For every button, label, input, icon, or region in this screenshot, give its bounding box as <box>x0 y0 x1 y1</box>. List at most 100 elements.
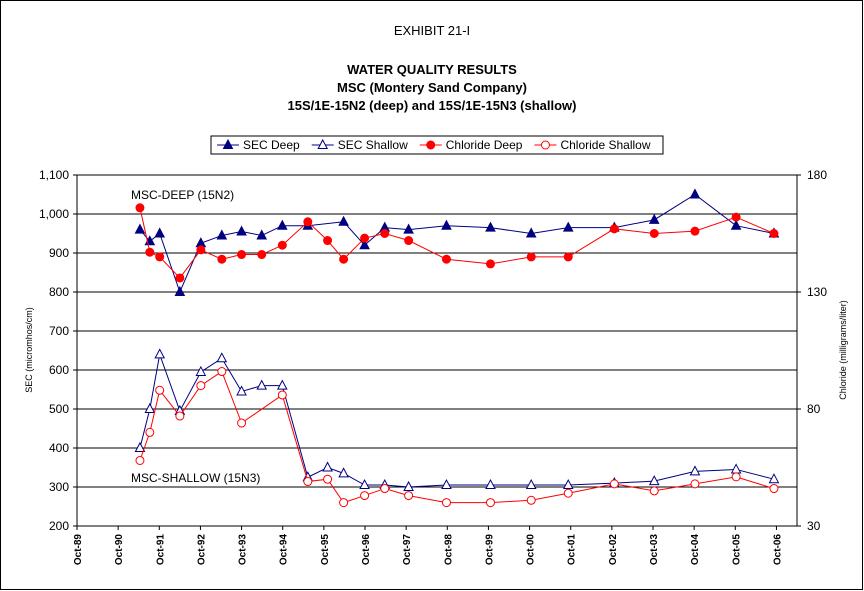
point <box>690 226 700 236</box>
x-tick-label: Oct-92 <box>196 534 207 566</box>
point <box>196 381 206 391</box>
y-axis-label: SEC (micromhos/cm) <box>24 307 34 393</box>
point <box>303 217 313 227</box>
x-tick-label: Oct-03 <box>649 534 660 566</box>
y-tick-label: 800 <box>49 285 69 299</box>
point <box>403 223 414 234</box>
point <box>360 233 370 243</box>
point <box>145 247 155 257</box>
point <box>380 484 390 494</box>
point <box>485 259 495 269</box>
point <box>485 478 496 490</box>
point <box>277 390 287 400</box>
point <box>359 239 370 250</box>
y2-axis-label: Chloride (milligrams/liter) <box>838 300 848 400</box>
x-tick-label: Oct-00 <box>526 534 537 566</box>
point <box>175 273 185 283</box>
point <box>689 465 701 476</box>
legend-label: SEC Shallow <box>338 138 408 152</box>
point <box>731 472 741 482</box>
x-tick-label: Oct-94 <box>279 534 290 566</box>
point <box>276 219 288 230</box>
y-tick-label: 600 <box>49 363 69 377</box>
point <box>609 479 619 489</box>
y2-tick-label: 180 <box>807 168 827 182</box>
point <box>195 365 207 376</box>
y2-tick-label: 130 <box>807 285 827 299</box>
y-tick-label: 400 <box>49 441 69 455</box>
point <box>145 427 155 437</box>
chart-title: EXHIBIT 21-I <box>394 23 470 38</box>
point <box>144 402 156 413</box>
plot-frame <box>76 174 798 527</box>
legend-marker <box>317 138 329 149</box>
series-line <box>139 352 775 488</box>
x-tick-label: Oct-04 <box>690 534 701 566</box>
point <box>359 478 370 490</box>
x-tick-label: Oct-98 <box>443 534 454 566</box>
legend-label: Chloride Shallow <box>560 138 650 152</box>
point <box>441 254 451 264</box>
point <box>609 224 619 234</box>
point <box>485 221 496 232</box>
x-tick-label: Oct-93 <box>238 534 249 566</box>
x-tick-label: Oct-05 <box>731 534 742 566</box>
point <box>134 223 146 234</box>
point <box>768 473 780 484</box>
point <box>731 212 741 222</box>
point <box>648 475 660 486</box>
x-tick-label: Oct-97 <box>402 534 413 566</box>
point <box>338 467 349 478</box>
point <box>526 495 536 505</box>
point <box>689 188 701 199</box>
y-tick-label: 300 <box>49 480 69 494</box>
y-tick-label: 1,000 <box>39 207 69 221</box>
point <box>256 379 268 390</box>
y2-tick-label: 30 <box>807 519 821 533</box>
point <box>154 227 166 238</box>
point <box>404 236 414 246</box>
point <box>175 411 185 421</box>
x-tick-label: Oct-01 <box>567 534 578 566</box>
point <box>257 250 267 260</box>
point <box>277 240 287 250</box>
point <box>360 491 370 501</box>
x-tick-label: Oct-99 <box>484 534 495 566</box>
point <box>769 484 779 494</box>
point <box>134 441 146 452</box>
legend-marker <box>222 138 234 149</box>
y-tick-label: 1,100 <box>39 168 69 182</box>
point <box>216 352 228 363</box>
point <box>441 498 451 508</box>
point <box>562 478 574 490</box>
x-tick-label: Oct-96 <box>361 534 372 566</box>
y-tick-label: 700 <box>49 324 69 338</box>
point <box>690 479 700 489</box>
legend-label: Chloride Deep <box>446 138 523 152</box>
point <box>276 379 288 390</box>
point <box>441 219 452 230</box>
point <box>441 478 452 490</box>
point <box>216 229 228 240</box>
point <box>322 461 333 472</box>
point <box>155 252 165 262</box>
point <box>769 229 779 238</box>
point <box>563 488 573 498</box>
point <box>485 498 495 508</box>
point <box>404 491 414 501</box>
x-tick-label: Oct-95 <box>320 534 331 566</box>
point <box>525 227 537 238</box>
point <box>525 478 537 490</box>
point <box>217 367 227 377</box>
point <box>196 245 206 255</box>
annotation: MSC-SHALLOW (15N3) <box>131 471 260 485</box>
point <box>380 229 390 238</box>
point <box>649 229 659 238</box>
point <box>237 250 247 260</box>
legend-marker <box>426 140 436 150</box>
legend-marker <box>540 140 550 150</box>
y-tick-label: 500 <box>49 402 69 416</box>
legend: SEC Deep SEC Shallow Chloride Deep Chloride… <box>210 135 664 155</box>
